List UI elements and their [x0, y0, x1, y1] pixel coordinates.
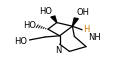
Text: H: H: [83, 25, 89, 34]
Text: HO: HO: [14, 37, 27, 46]
Text: N: N: [56, 46, 62, 55]
Text: OH: OH: [76, 8, 89, 17]
Text: HO: HO: [39, 7, 52, 16]
Polygon shape: [51, 16, 57, 23]
Text: NH: NH: [88, 33, 101, 42]
Polygon shape: [72, 18, 78, 26]
Text: HO: HO: [23, 21, 36, 30]
